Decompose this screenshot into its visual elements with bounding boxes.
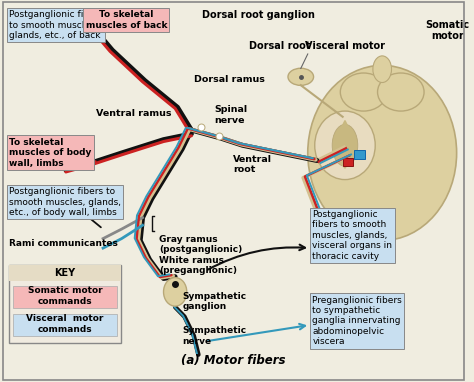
Ellipse shape (308, 65, 456, 241)
Ellipse shape (164, 278, 187, 306)
Ellipse shape (340, 73, 387, 111)
Text: Visceral  motor
commands: Visceral motor commands (26, 314, 104, 333)
Text: Visceral motor: Visceral motor (305, 40, 385, 51)
Text: Somatic motor
commands: Somatic motor commands (27, 286, 102, 306)
Text: KEY: KEY (55, 268, 75, 278)
Ellipse shape (373, 56, 392, 83)
Text: Sympathetic
nerve: Sympathetic nerve (182, 326, 246, 345)
Ellipse shape (332, 125, 358, 166)
Polygon shape (339, 160, 351, 168)
Text: White ramus
(preganglionic): White ramus (preganglionic) (159, 256, 237, 275)
Bar (343, 158, 353, 166)
Text: To skeletal
muscles of body
wall, limbs: To skeletal muscles of body wall, limbs (9, 138, 91, 168)
Text: To skeletal
muscles of back: To skeletal muscles of back (86, 10, 167, 30)
Ellipse shape (288, 68, 314, 86)
Ellipse shape (377, 73, 424, 111)
Text: Somatic
motor: Somatic motor (425, 20, 469, 41)
Text: Rami communicantes: Rami communicantes (9, 239, 118, 248)
Polygon shape (340, 121, 350, 130)
Text: Ventral
root: Ventral root (233, 155, 273, 174)
Text: Postganglionic fibers to
smooth muscles, glands,
etc., of body wall, limbs: Postganglionic fibers to smooth muscles,… (9, 187, 121, 217)
Text: Gray ramus
(postganglionic): Gray ramus (postganglionic) (159, 235, 242, 254)
Text: Postganglionic
fibers to smooth
muscles, glands,
visceral organs in
thoracic cav: Postganglionic fibers to smooth muscles,… (312, 210, 392, 261)
Text: Dorsal root: Dorsal root (249, 40, 310, 51)
Ellipse shape (315, 111, 375, 180)
Text: (a) Motor fibers: (a) Motor fibers (181, 354, 285, 367)
Text: Dorsal ramus: Dorsal ramus (194, 75, 264, 84)
Text: Postganglionic fibers
to smooth muscles,
glands, etc., of back: Postganglionic fibers to smooth muscles,… (9, 10, 103, 40)
Text: Spinal
nerve: Spinal nerve (215, 105, 248, 125)
Text: Dorsal root ganglion: Dorsal root ganglion (202, 10, 315, 20)
Text: Ventral ramus: Ventral ramus (96, 109, 172, 118)
Bar (354, 150, 365, 159)
Text: Preganglionic fibers
to sympathetic
ganglia innervating
abdominopelvic
viscera: Preganglionic fibers to sympathetic gang… (312, 296, 402, 346)
FancyBboxPatch shape (9, 265, 121, 343)
FancyBboxPatch shape (9, 265, 121, 281)
FancyBboxPatch shape (13, 314, 117, 336)
FancyBboxPatch shape (13, 286, 117, 308)
Text: Sympathetic
ganglion: Sympathetic ganglion (182, 292, 246, 311)
